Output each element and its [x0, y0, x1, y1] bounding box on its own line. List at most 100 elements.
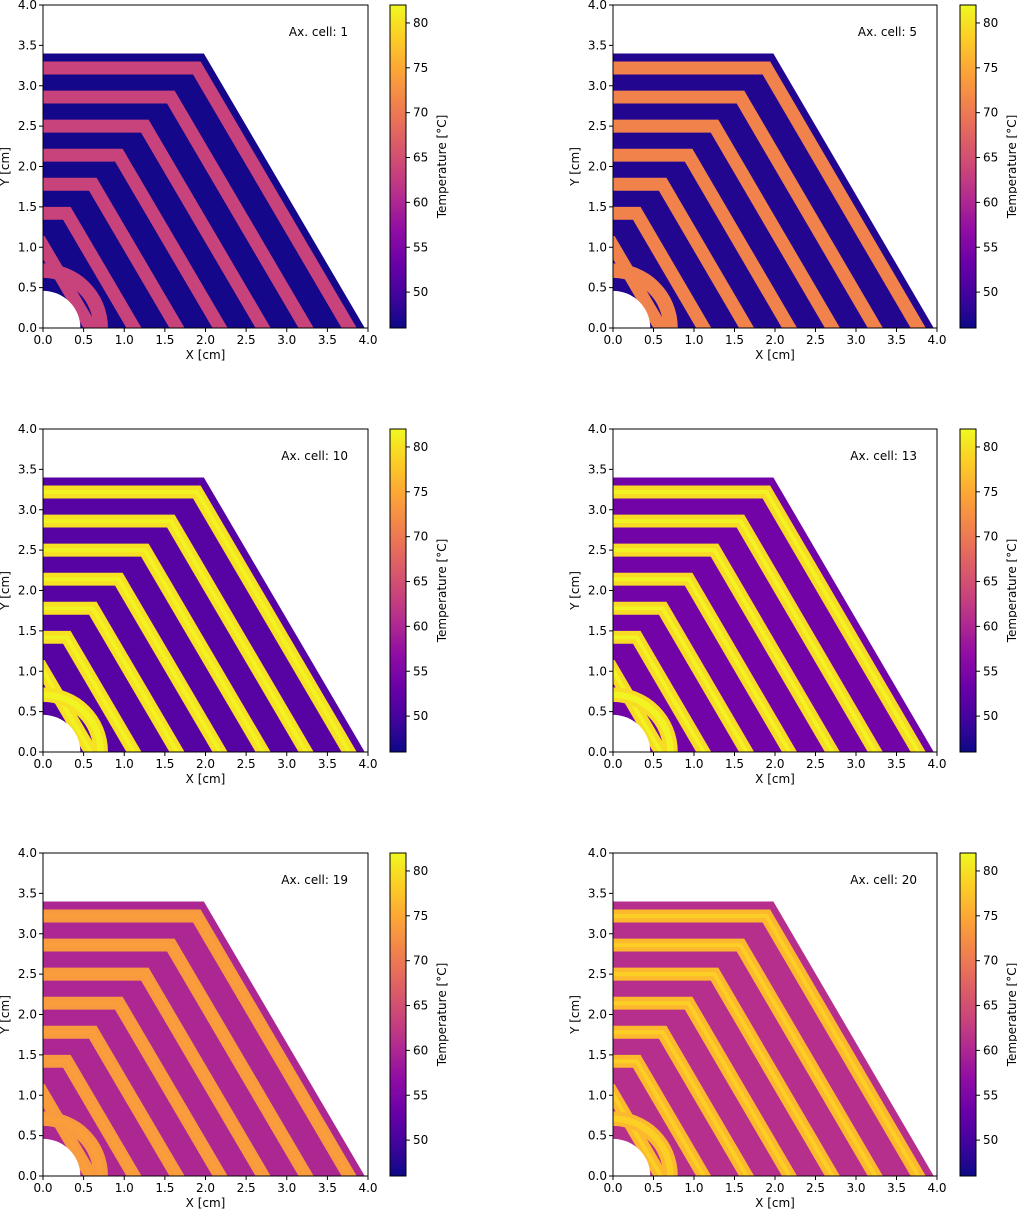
- x-tick-label: 3.5: [318, 757, 337, 771]
- y-tick-label: 4.0: [18, 846, 37, 860]
- y-tick-label: 0.0: [18, 745, 37, 759]
- colorbar-tick-label: 80: [983, 440, 998, 454]
- ring-band: [43, 263, 108, 328]
- chevron-band: [43, 1025, 185, 1176]
- y-tick-label: 1.0: [588, 1088, 607, 1102]
- colorbar-tick-label: 50: [413, 1133, 428, 1147]
- chevron-band: [613, 119, 841, 328]
- chevron-band: [613, 90, 883, 328]
- x-tick-label: 2.0: [765, 757, 784, 771]
- colorbar-tick-label: 60: [983, 619, 998, 633]
- chevron-band: [43, 514, 314, 752]
- x-tick-label: 1.5: [725, 757, 744, 771]
- x-axis-label: X [cm]: [186, 348, 226, 362]
- colorbar-tick-label: 55: [413, 664, 428, 678]
- colorbar-tick-label: 50: [983, 285, 998, 299]
- center-hole: [43, 714, 81, 752]
- chevron-band: [613, 1025, 755, 1176]
- heatmap-area: [43, 477, 365, 752]
- x-tick-label: 2.5: [806, 1181, 825, 1195]
- colorbar: 50 55 60 65 70 75 80 Temperature [°C]: [389, 852, 449, 1177]
- colorbar-tick-label: 70: [983, 106, 998, 120]
- colorbar-tick-label: 70: [413, 106, 428, 120]
- ring-band-core: [43, 691, 104, 752]
- y-tick-label: 4.0: [18, 422, 37, 436]
- y-tick-label: 1.0: [18, 240, 37, 254]
- y-tick-label: 2.5: [18, 119, 37, 133]
- x-tick-label: 1.5: [155, 333, 174, 347]
- x-tick-label: 1.0: [684, 333, 703, 347]
- colorbar-gradient: [389, 428, 407, 753]
- y-tick-label: 3.0: [18, 79, 37, 93]
- colorbar-tick-label: 65: [413, 999, 428, 1013]
- x-tick-label: 0.0: [33, 333, 52, 347]
- y-tick-label: 0.5: [18, 281, 37, 295]
- x-tick-label: 0.5: [74, 1181, 93, 1195]
- x-axis-label: X [cm]: [755, 348, 795, 362]
- x-axis-label: X [cm]: [755, 1196, 795, 1210]
- x-tick-label: 0.5: [74, 757, 93, 771]
- chevron-band-core: [613, 635, 707, 752]
- x-tick-label: 4.0: [927, 757, 946, 771]
- colorbar-tick-label: 75: [983, 61, 998, 75]
- y-tick-label: 2.5: [588, 967, 607, 981]
- x-tick-label: 2.5: [237, 757, 256, 771]
- colorbar-tick-label: 65: [983, 151, 998, 165]
- chevron-band: [43, 119, 271, 328]
- chevron-band: [43, 938, 314, 1176]
- y-tick-label: 3.5: [588, 886, 607, 900]
- colorbar-tick-label: 75: [983, 909, 998, 923]
- chevron-band-core: [43, 1059, 137, 1176]
- y-tick-label: 4.0: [18, 0, 37, 12]
- y-tick-label: 1.0: [18, 664, 37, 678]
- colorbar-gradient: [389, 4, 407, 329]
- colorbar-tick-label: 80: [413, 440, 428, 454]
- x-tick-label: 2.0: [196, 333, 215, 347]
- colorbar-tick-label: 60: [983, 1043, 998, 1057]
- y-tick-label: 2.5: [588, 119, 607, 133]
- colorbar: 50 55 60 65 70 75 80 Temperature [°C]: [959, 428, 1017, 753]
- center-hole: [613, 290, 651, 328]
- chevron-band: [43, 90, 314, 328]
- y-tick-label: 1.5: [588, 1048, 607, 1062]
- colorbar-label: Temperature [°C]: [435, 963, 449, 1068]
- x-tick-label: 0.5: [644, 757, 663, 771]
- x-tick-label: 1.0: [115, 333, 134, 347]
- x-tick-label: 0.0: [603, 1181, 622, 1195]
- chevron-band: [43, 177, 185, 328]
- y-tick-label: 3.0: [588, 503, 607, 517]
- center-hole: [43, 1138, 81, 1176]
- ring-band-core: [613, 1115, 674, 1176]
- x-tick-label: 2.5: [237, 333, 256, 347]
- x-tick-label: 4.0: [927, 1181, 946, 1195]
- x-tick-label: 3.5: [887, 333, 906, 347]
- y-tick-label: 2.0: [588, 584, 607, 598]
- y-tick-label: 0.0: [18, 1169, 37, 1183]
- x-tick-label: 3.0: [846, 1181, 865, 1195]
- colorbar-tick-label: 75: [413, 909, 428, 923]
- x-tick-label: 4.0: [358, 757, 377, 771]
- y-tick-label: 0.0: [588, 745, 607, 759]
- y-tick-label: 0.5: [588, 1129, 607, 1143]
- y-tick-label: 0.0: [18, 321, 37, 335]
- y-tick-label: 0.0: [588, 321, 607, 335]
- ring-band: [613, 687, 678, 752]
- colorbar: 50 55 60 65 70 75 80 Temperature [°C]: [389, 4, 449, 329]
- x-tick-label: 3.0: [277, 333, 296, 347]
- y-tick-label: 3.5: [18, 462, 37, 476]
- colorbar-label: Temperature [°C]: [1005, 115, 1017, 220]
- chevron-band: [43, 601, 185, 752]
- y-tick-label: 0.5: [18, 705, 37, 719]
- x-tick-label: 2.0: [196, 757, 215, 771]
- colorbar-tick-label: 65: [413, 151, 428, 165]
- x-tick-label: 1.0: [684, 757, 703, 771]
- colorbar-tick-label: 50: [983, 709, 998, 723]
- axial-cell-label: Ax. cell: 10: [281, 449, 348, 463]
- axial-cell-label: Ax. cell: 1: [289, 25, 348, 39]
- heatmap-area: [613, 901, 934, 1176]
- ring-band: [613, 1111, 678, 1176]
- heatmap-area: [613, 53, 934, 328]
- colorbar-label: Temperature [°C]: [435, 115, 449, 220]
- colorbar-gradient: [959, 4, 977, 329]
- chevron-band: [613, 543, 841, 752]
